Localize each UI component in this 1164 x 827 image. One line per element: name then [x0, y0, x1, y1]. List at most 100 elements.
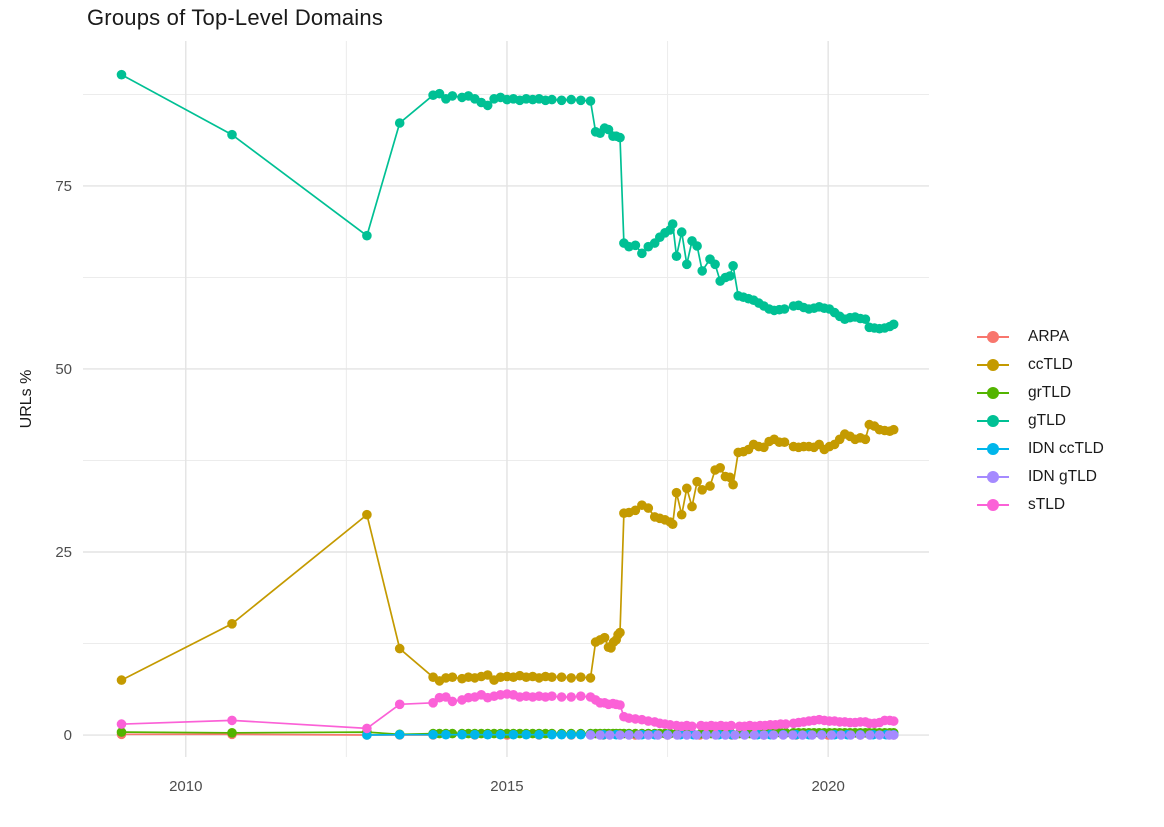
legend-key-icon [977, 359, 1009, 371]
legend-item-stld: sTLD [977, 491, 1104, 519]
series-stld-point [428, 698, 438, 708]
series-idn-gtld-point [730, 730, 740, 740]
series-stld-point [447, 696, 458, 707]
series-gtld-point [779, 304, 790, 314]
series-gtld-point [630, 240, 641, 251]
series-idn-gtld-point [778, 730, 788, 740]
series-stld-point [227, 715, 237, 726]
legend-label: ccTLD [1028, 356, 1073, 373]
series-idn-gtld-point [604, 730, 615, 740]
series-cctld-point [227, 619, 237, 629]
series-cctld-point [566, 673, 576, 683]
series-idn-gtld-point [855, 730, 866, 740]
series-idn-gtld-point [888, 730, 899, 740]
series-gtld-point [434, 88, 445, 99]
series-idn-gtld-point [643, 730, 654, 740]
series-idn-gtld-point [797, 730, 808, 740]
series-gtld-point [728, 261, 738, 271]
series-grtld-point [116, 727, 127, 737]
series-gtld-point [615, 132, 625, 143]
series-idn-cctld-point [441, 729, 451, 740]
series-gtld-point [116, 69, 127, 80]
series-idn-gtld-point [749, 730, 760, 740]
series-cctld-point [682, 483, 692, 494]
series-idn-gtld-point [585, 730, 596, 740]
chart-title: Groups of Top-Level Domains [87, 5, 384, 30]
legend-key-icon [977, 471, 1009, 483]
legend-item-grtld: grTLD [977, 379, 1104, 407]
series-gtld-point [556, 95, 567, 106]
series-stld-point [362, 723, 372, 734]
series-stld-point [576, 691, 586, 701]
series-idn-cctld-point [566, 729, 576, 740]
series-cctld-point [447, 672, 458, 682]
legend-item-idn-cctld: IDN ccTLD [977, 435, 1104, 463]
legend-label: ARPA [1028, 328, 1070, 345]
series-gtld-point [482, 100, 493, 111]
series-stld-point [726, 720, 736, 731]
series-stld-point [888, 716, 899, 726]
series-gtld-point [710, 259, 720, 270]
series-idn-cctld-point [482, 729, 493, 740]
legend-key-icon [977, 499, 1009, 511]
legend-item-arpa: ARPA [977, 323, 1104, 351]
series-idn-cctld-point [508, 729, 519, 740]
series-cctld-point [725, 472, 735, 483]
legend-key-icon [977, 415, 1009, 427]
series-stld-point [556, 692, 567, 702]
series-gtld-point [682, 259, 692, 270]
series-idn-cctld-point [394, 729, 405, 740]
legend-label: IDN gTLD [1028, 468, 1097, 485]
series-idn-cctld-point [470, 729, 480, 740]
series-cctld-point [888, 424, 899, 435]
series-idn-cctld-point [547, 729, 557, 740]
series-gtld-point [585, 96, 596, 106]
series-cctld-point [547, 672, 557, 682]
series-gtld-point [697, 266, 707, 276]
series-idn-cctld-point [428, 729, 438, 740]
y-tick-label: 75 [55, 178, 72, 195]
legend-key-icon [977, 331, 1009, 343]
series-idn-gtld-point [672, 730, 682, 740]
series-idn-gtld-point [845, 730, 856, 740]
y-tick-label: 25 [55, 544, 72, 561]
series-idn-gtld-point [788, 730, 798, 740]
series-cctld-point [697, 485, 707, 495]
series-idn-cctld-point [362, 730, 372, 740]
series-cctld-point [705, 481, 715, 491]
series-stld-point [687, 721, 697, 732]
series-stld-point [116, 719, 127, 729]
series-cctld-point [599, 632, 610, 643]
x-tick-label: 2015 [490, 778, 523, 795]
series-cctld-point [362, 509, 372, 520]
series-idn-gtld-point [874, 730, 885, 740]
series-gtld-point [576, 95, 586, 106]
legend-label: sTLD [1028, 496, 1066, 513]
series-cctld-point [556, 672, 567, 682]
series-gtld-point [888, 319, 899, 330]
series-cctld-point [671, 487, 682, 498]
legend-label: gTLD [1028, 412, 1066, 429]
series-stld-point [781, 719, 791, 729]
series-cctld-point [630, 505, 641, 516]
series-idn-gtld-point [615, 730, 625, 740]
series-idn-cctld-point [576, 729, 586, 740]
series-grtld-point [227, 728, 237, 738]
series-idn-gtld-point [653, 730, 663, 740]
series-cctld-point [394, 643, 405, 654]
series-idn-gtld-point [759, 730, 769, 740]
y-axis-title: URLs % [18, 369, 35, 429]
series-idn-cctld-point [534, 729, 544, 740]
series-idn-gtld-point [816, 730, 827, 740]
series-cctld-point [687, 501, 697, 512]
series-gtld-point [362, 230, 372, 241]
series-cctld-point [482, 670, 493, 680]
series-gtld-point [394, 118, 405, 128]
legend-label: IDN ccTLD [1028, 440, 1104, 457]
legend: ARPA ccTLD grTLD gTLD IDN ccTLD IDN gTLD sTLD [977, 323, 1104, 519]
series-cctld-point [116, 675, 127, 685]
series-idn-cctld-point [495, 729, 506, 740]
series-idn-cctld-point [556, 729, 567, 740]
series-cctld-point [615, 627, 625, 638]
legend-item-gtld: gTLD [977, 407, 1104, 435]
